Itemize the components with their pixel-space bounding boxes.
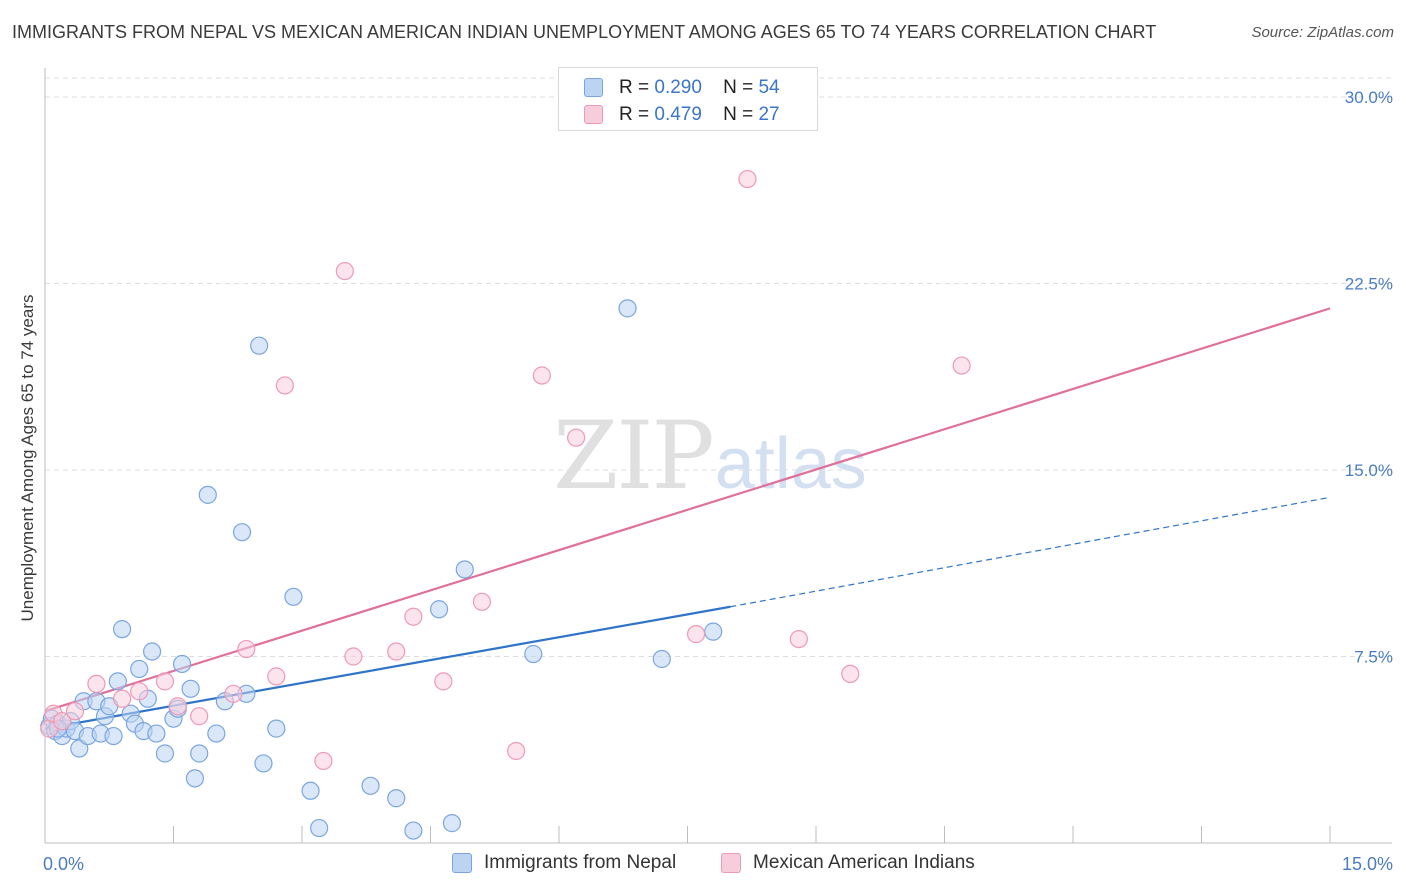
point-mexican-american-indians bbox=[275, 376, 294, 395]
stats-swatch-nepal bbox=[584, 78, 603, 97]
point-mexican-american-indians bbox=[65, 702, 85, 721]
point-mexican-american-indians bbox=[841, 664, 860, 684]
stats-n-value: 27 bbox=[758, 104, 780, 125]
point-nepal bbox=[361, 776, 380, 795]
point-nepal bbox=[267, 719, 286, 738]
point-nepal bbox=[301, 781, 320, 800]
point-nepal bbox=[284, 587, 303, 606]
y-tick-label: 30.0% bbox=[1345, 88, 1393, 107]
point-mexican-american-indians bbox=[168, 697, 187, 716]
trend-line-nepal bbox=[44, 605, 731, 730]
stats-text-mexican-american-indians: R = 0.479 N = 27 bbox=[619, 104, 780, 126]
point-nepal bbox=[232, 523, 252, 542]
point-mexican-american-indians bbox=[686, 625, 706, 644]
point-nepal bbox=[618, 299, 637, 318]
legend-swatch-mexican-american-indians bbox=[721, 853, 741, 873]
x-tick-label: 15.0% bbox=[1342, 854, 1393, 874]
source-label: Source: ZipAtlas.com bbox=[1251, 24, 1394, 41]
point-mexican-american-indians bbox=[952, 356, 971, 375]
point-mexican-american-indians bbox=[344, 647, 363, 666]
x-tick-label: 0.0% bbox=[43, 854, 84, 874]
point-nepal bbox=[652, 649, 671, 669]
stats-swatch-mexican-american-indians bbox=[584, 105, 603, 124]
y-tick-label: 22.5% bbox=[1345, 275, 1393, 294]
point-mexican-american-indians bbox=[53, 712, 72, 731]
y-tick-label: 15.0% bbox=[1345, 461, 1393, 480]
point-mexican-american-indians bbox=[314, 751, 333, 771]
point-mexican-american-indians bbox=[224, 684, 243, 703]
point-nepal bbox=[70, 739, 89, 758]
watermark: ZIPatlas bbox=[553, 402, 867, 511]
trend-line-nepal-extension bbox=[730, 496, 1331, 608]
point-mexican-american-indians bbox=[130, 682, 149, 701]
point-nepal bbox=[429, 600, 449, 619]
point-mexican-american-indians bbox=[112, 689, 132, 708]
chart-title: IMMIGRANTS FROM NEPAL VS MEXICAN AMERICA… bbox=[12, 22, 1157, 42]
stats-n-value: 54 bbox=[758, 77, 780, 98]
stats-r-value: 0.479 bbox=[654, 104, 702, 125]
point-nepal bbox=[142, 642, 162, 661]
point-mexican-american-indians bbox=[267, 667, 286, 686]
point-nepal bbox=[104, 726, 123, 746]
point-nepal bbox=[172, 654, 192, 674]
watermark-zip: ZIP bbox=[553, 402, 715, 511]
point-mexican-american-indians bbox=[532, 366, 551, 385]
point-mexican-american-indians bbox=[507, 741, 526, 761]
point-mexican-american-indians bbox=[335, 261, 354, 281]
point-nepal bbox=[704, 622, 723, 641]
stats-box: R = 0.290 N = 54 R = 0.479 N = 27 bbox=[558, 67, 818, 131]
point-mexican-american-indians bbox=[237, 639, 256, 659]
point-nepal bbox=[254, 754, 273, 773]
point-nepal bbox=[198, 485, 217, 504]
point-nepal bbox=[387, 789, 406, 808]
point-nepal bbox=[190, 744, 209, 763]
point-mexican-american-indians bbox=[155, 672, 175, 691]
stats-r-label: R = bbox=[619, 104, 650, 125]
point-mexican-american-indians bbox=[387, 642, 406, 661]
point-nepal bbox=[185, 769, 205, 788]
point-nepal bbox=[404, 821, 423, 840]
stats-n-label: N = bbox=[723, 77, 754, 98]
point-mexican-american-indians bbox=[738, 169, 757, 189]
watermark-atlas: atlas bbox=[714, 424, 867, 504]
point-mexican-american-indians bbox=[87, 674, 106, 693]
tick-labels: 7.5% 15.0% 22.5% 30.0% 0.0% 15.0% bbox=[43, 88, 1393, 874]
trend-line-mexican-american-indians bbox=[44, 307, 1331, 713]
trend-lines bbox=[44, 307, 1331, 730]
point-mexican-american-indians bbox=[472, 592, 491, 611]
point-nepal bbox=[155, 744, 175, 763]
point-mexican-american-indians bbox=[190, 707, 209, 726]
point-mexican-american-indians bbox=[434, 672, 453, 691]
y-tick-label: 7.5% bbox=[1354, 648, 1393, 667]
stats-r-label: R = bbox=[619, 77, 650, 98]
point-mexican-american-indians bbox=[404, 607, 423, 626]
stats-r-value: 0.290 bbox=[654, 77, 702, 98]
legend-swatch-nepal bbox=[452, 853, 472, 873]
point-nepal bbox=[147, 724, 166, 743]
point-mexican-american-indians bbox=[789, 629, 808, 649]
point-nepal bbox=[524, 644, 543, 664]
point-nepal bbox=[207, 724, 226, 743]
axes bbox=[44, 68, 1392, 844]
stats-text-nepal: R = 0.290 N = 54 bbox=[619, 77, 780, 99]
data-points bbox=[40, 169, 971, 840]
point-nepal bbox=[455, 560, 474, 579]
point-nepal bbox=[112, 620, 132, 639]
point-nepal bbox=[250, 336, 269, 355]
point-nepal bbox=[310, 818, 329, 838]
point-nepal bbox=[181, 679, 200, 698]
point-nepal bbox=[108, 672, 127, 691]
legend-label-nepal: Immigrants from Nepal bbox=[484, 852, 677, 873]
point-nepal bbox=[130, 659, 149, 679]
legend-label-mexican-american-indians: Mexican American Indians bbox=[753, 852, 975, 873]
stats-n-label: N = bbox=[723, 104, 754, 125]
point-nepal bbox=[442, 814, 462, 833]
point-mexican-american-indians bbox=[567, 428, 586, 447]
grid-lines bbox=[45, 77, 1392, 657]
